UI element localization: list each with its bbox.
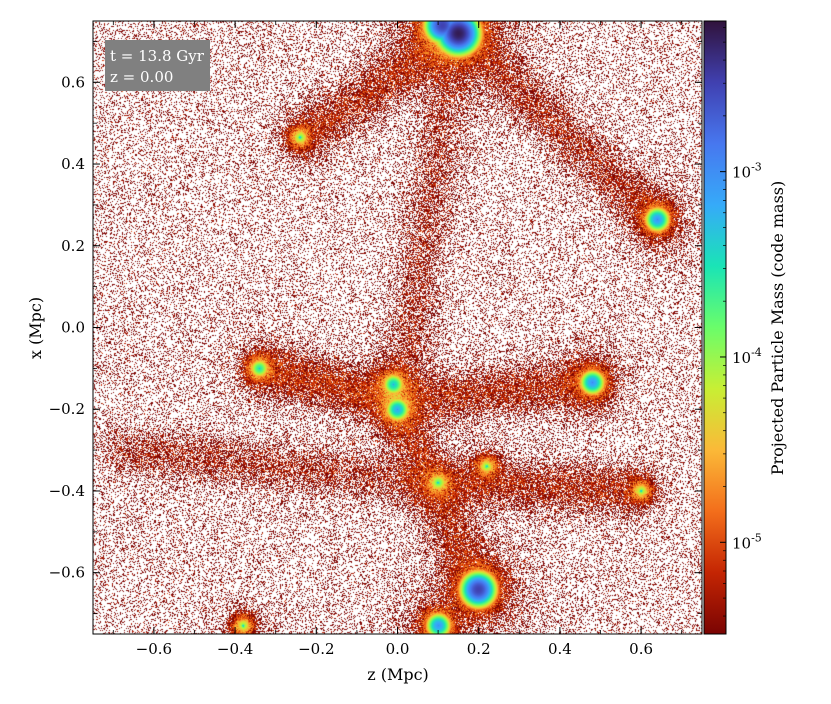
x-tick-label: 0.6 xyxy=(629,640,653,658)
y-tick-label: 0.4 xyxy=(61,155,85,173)
y-tick-label: 0.6 xyxy=(61,73,85,91)
y-tick-label: 0.0 xyxy=(61,319,85,337)
y-tick-label: −0.2 xyxy=(49,400,85,418)
annotation-box xyxy=(105,40,210,91)
colorbar-tick-label: 10-5 xyxy=(732,531,762,552)
x-tick-label: −0.4 xyxy=(217,640,253,658)
y-tick-label: 0.2 xyxy=(61,237,85,255)
colorbar-ticks: 10-5 10-4 10-3 xyxy=(720,27,762,617)
x-tick-label: −0.6 xyxy=(136,640,172,658)
x-tick-label: 0.4 xyxy=(548,640,572,658)
y-tick-label: −0.6 xyxy=(49,564,85,582)
x-tick-label: 0.2 xyxy=(467,640,491,658)
density-map xyxy=(93,21,702,634)
y-tick-label: −0.4 xyxy=(49,482,85,500)
annotation-time: t = 13.8 Gyr xyxy=(110,47,205,65)
x-axis-label: z (Mpc) xyxy=(367,665,429,684)
x-axis-ticks: −0.6 −0.4 −0.2 0.0 0.2 0.4 0.6 xyxy=(112,21,683,658)
annotation-redshift: z = 0.00 xyxy=(110,68,173,86)
x-tick-label: 0.0 xyxy=(386,640,410,658)
colorbar xyxy=(703,20,727,635)
time-annotation: t = 13.8 Gyr z = 0.00 xyxy=(105,40,210,91)
colorbar-label: Projected Particle Mass (code mass) xyxy=(768,181,787,476)
x-tick-label: −0.2 xyxy=(298,640,334,658)
y-axis-label: x (Mpc) xyxy=(26,297,45,359)
colorbar-tick-label: 10-4 xyxy=(732,346,762,367)
colorbar-tick-label: 10-3 xyxy=(732,161,762,182)
y-axis-ticks: −0.6 −0.4 −0.2 0.0 0.2 0.4 0.6 xyxy=(49,41,702,614)
